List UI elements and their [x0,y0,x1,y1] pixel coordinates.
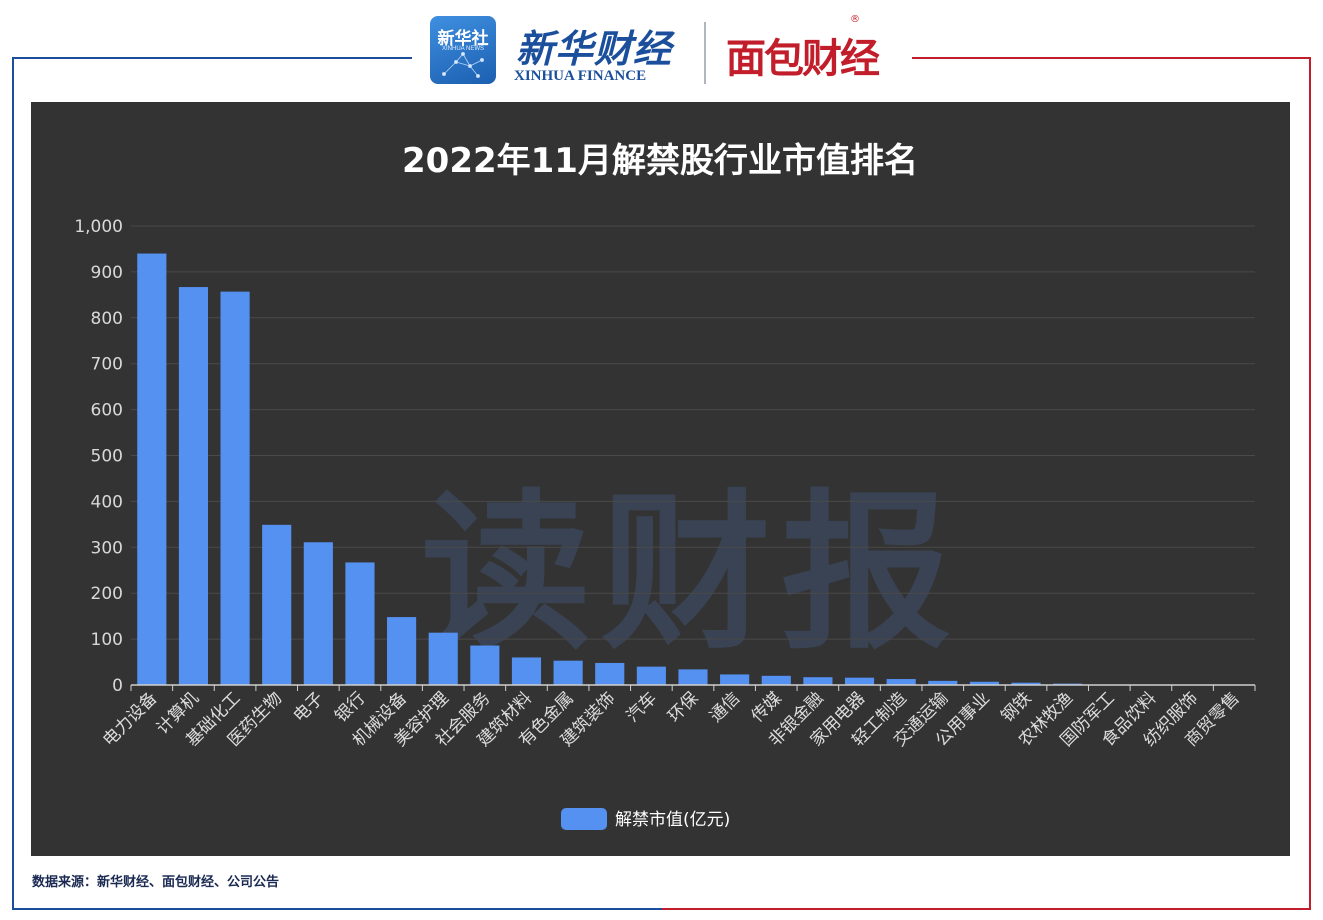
bar [1011,682,1041,685]
bar [720,674,750,685]
xinhua-tile-cn: 新华社 [437,29,489,49]
y-tick-label: 500 [91,447,123,467]
xinhua-news-logo: 新华社 XINHUA NEWS [430,16,496,84]
bar [678,669,708,685]
network-globe-icon [441,52,485,79]
bar [511,657,542,685]
legend-swatch [561,808,607,830]
frame-left-line [12,57,14,910]
frame-bottom-right-line [662,908,1311,910]
y-tick-label: 800 [91,309,123,329]
bar [636,666,666,685]
y-tick-label: 700 [91,355,123,375]
x-tick-label: 汽车 [623,688,661,726]
logo-divider [704,22,706,84]
bar [345,562,375,685]
xinhua-tile-en: XINHUA NEWS [441,46,484,52]
source-note: 数据来源：新华财经、面包财经、公司公告 [32,875,280,890]
x-tick-label: 电子 [290,688,328,726]
bar [803,677,833,685]
x-tick-label: 通信 [706,688,744,726]
bar [387,617,417,685]
bar [928,680,958,685]
y-tick-label: 0 [112,676,123,696]
x-tick-label: 电力设备 [99,688,161,750]
chart-title: 2022年11月解禁股行业市值排名 [402,141,918,181]
bar [761,675,791,685]
y-tick-label: 300 [91,538,123,558]
legend-label: 解禁市值(亿元) [615,810,730,830]
xinhua-finance-cn: 新华财经 [516,26,673,71]
bar [470,645,500,685]
chart-panel: 读财报 2022年11月解禁股行业市值排名 0 100 200 300 400 500 60… [31,102,1290,856]
y-tick-label: 600 [91,401,123,421]
xinhua-finance-en: XINHUA FINANCE [514,68,647,84]
y-tick-label: 900 [91,263,123,283]
y-tick-label: 1,000 [74,217,123,237]
bar [553,660,583,685]
bar [178,287,209,685]
bar [969,681,999,685]
y-tick-label: 400 [91,492,123,512]
bar [428,632,458,685]
bar [303,542,333,685]
bar [844,677,875,685]
xinhua-finance-logo: 新华财经 XINHUA FINANCE [512,18,682,88]
frame-top-right-line [912,57,1311,59]
bar [262,524,292,685]
bar [220,291,250,685]
registered-mark: ® [850,14,860,25]
x-tick-label: 环保 [664,688,702,726]
mianbao-finance-logo: 面包财经 [726,36,880,82]
bar [137,253,167,686]
header: 新华社 XINHUA NEWS 新华财经 XINHUA FINANCE 面包财经… [0,0,1323,95]
frame-right-line [1309,57,1311,910]
frame-bottom-left-line [12,908,662,910]
bar-chart: 读财报 2022年11月解禁股行业市值排名 0 100 200 300 400 500 60… [74,141,1256,830]
bar [886,679,916,685]
frame-top-left-line [12,57,412,59]
bar [595,662,625,685]
y-tick-label: 200 [91,584,123,604]
y-tick-label: 100 [91,630,123,650]
watermark: 读财报 [421,475,961,673]
chart-legend: 解禁市值(亿元) [561,808,730,830]
